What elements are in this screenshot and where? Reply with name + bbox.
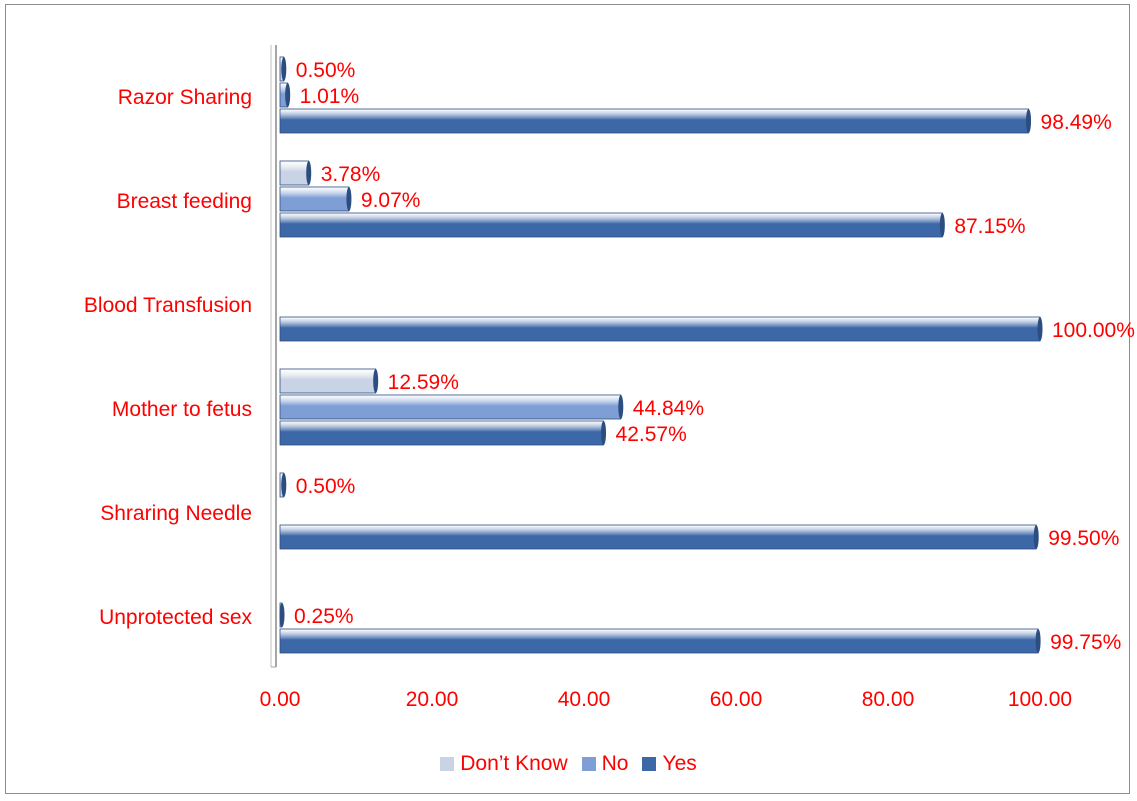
bar-yes-0 bbox=[279, 108, 1029, 134]
legend-label: Yes bbox=[662, 752, 697, 775]
bar-end-cap bbox=[939, 213, 945, 237]
bar-no-1 bbox=[279, 186, 350, 212]
data-label: 1.01% bbox=[300, 85, 360, 108]
x-tick-label: 80.00 bbox=[862, 688, 915, 711]
bar-end-cap bbox=[1037, 317, 1043, 341]
x-tick-label: 100.00 bbox=[1008, 688, 1072, 711]
data-label: 44.84% bbox=[633, 397, 704, 420]
category-label: Razor Sharing bbox=[118, 86, 252, 109]
category-label: Mother to fetus bbox=[112, 398, 252, 421]
bar-yes-3 bbox=[279, 420, 604, 446]
x-tick-label: 20.00 bbox=[406, 688, 459, 711]
data-label: 99.50% bbox=[1048, 527, 1119, 550]
data-label: 98.49% bbox=[1041, 111, 1112, 134]
data-label: 99.75% bbox=[1050, 631, 1121, 654]
bar-end-cap bbox=[285, 83, 291, 107]
bar-end-cap bbox=[281, 473, 287, 497]
bar-end-cap bbox=[373, 369, 379, 393]
x-tick-label: 40.00 bbox=[558, 688, 611, 711]
legend-item: Don’t Know bbox=[440, 752, 568, 776]
data-label: 12.59% bbox=[388, 371, 459, 394]
legend-label: Don’t Know bbox=[460, 752, 568, 775]
axis-layer bbox=[270, 45, 277, 668]
bar-don-t-know-3 bbox=[279, 368, 377, 394]
bar-don-t-know-1 bbox=[279, 160, 310, 186]
category-label: Unprotected sex bbox=[99, 606, 252, 629]
data-label: 100.00% bbox=[1052, 319, 1135, 342]
legend-item: Yes bbox=[642, 752, 697, 776]
bar-no-3 bbox=[279, 394, 622, 420]
data-label: 9.07% bbox=[361, 189, 421, 212]
labels-layer: 0.00 20.00 40.00 60.00 80.00 100.00 Razor Shar… bbox=[84, 59, 1135, 711]
bar-yes-5 bbox=[279, 628, 1039, 654]
data-label: 0.50% bbox=[296, 475, 356, 498]
bar-end-cap bbox=[306, 161, 312, 185]
data-label: 0.50% bbox=[296, 59, 356, 82]
category-label: Blood Transfusion bbox=[84, 294, 252, 317]
legend-label: No bbox=[601, 752, 629, 775]
legend-item: No bbox=[581, 752, 629, 776]
bar-end-cap bbox=[279, 603, 285, 627]
category-label: Shraring Needle bbox=[100, 502, 252, 525]
x-tick-label: 0.00 bbox=[260, 688, 301, 711]
bar-end-cap bbox=[601, 421, 607, 445]
category-label: Breast feeding bbox=[117, 190, 252, 213]
bar-yes-1 bbox=[279, 212, 943, 238]
bar-end-cap bbox=[1035, 629, 1041, 653]
bar-end-cap bbox=[618, 395, 624, 419]
x-tick-label: 60.00 bbox=[710, 688, 763, 711]
legend-swatch bbox=[440, 757, 455, 771]
bar-end-cap bbox=[346, 187, 352, 211]
bars-layer bbox=[279, 56, 1043, 654]
bar-end-cap bbox=[281, 57, 287, 81]
data-label: 3.78% bbox=[321, 163, 381, 186]
bar-end-cap bbox=[1026, 109, 1032, 133]
legend-swatch bbox=[581, 757, 596, 771]
legend-swatch bbox=[642, 757, 657, 771]
bar-yes-4 bbox=[279, 524, 1037, 550]
legend: Don’t Know No Yes bbox=[0, 752, 1137, 776]
bar-yes-2 bbox=[279, 316, 1041, 342]
data-label: 42.57% bbox=[616, 423, 687, 446]
data-label: 87.15% bbox=[954, 215, 1025, 238]
bar-end-cap bbox=[1033, 525, 1039, 549]
data-label: 0.25% bbox=[294, 605, 354, 628]
